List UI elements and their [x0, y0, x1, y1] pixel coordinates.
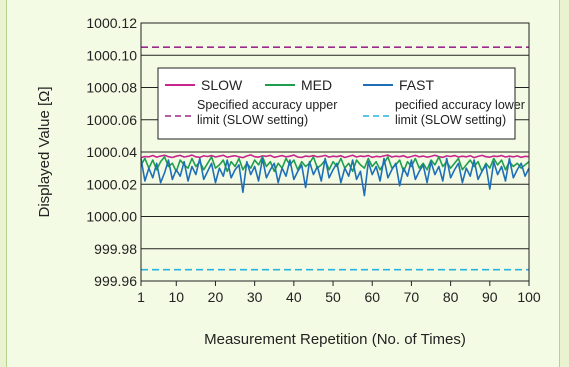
- x-tick-label: 40: [286, 289, 302, 305]
- y-tick-label: 1000.06: [86, 112, 137, 128]
- y-tick-label: 1000.02: [86, 176, 137, 192]
- legend-box: [157, 67, 516, 140]
- legend-label: Specified accuracy upper: [197, 98, 337, 112]
- series-lines: [140, 46, 530, 271]
- y-axis-label: Displayed Value [Ω]: [36, 86, 53, 217]
- legend-label: pecified accuracy lower: [395, 98, 525, 112]
- legend-label: SLOW: [201, 77, 243, 93]
- y-tick-label: 1000.10: [86, 47, 137, 63]
- x-tick-label: 50: [325, 289, 341, 305]
- legend-label: MED: [301, 77, 332, 93]
- chart-panel: 999.96 999.98 1000.00 1000.02 1000.04 1000.06…: [6, 0, 560, 367]
- x-tick-label: 20: [208, 289, 224, 305]
- x-axis-label: Measurement Repetition (No. of Times): [204, 331, 466, 348]
- x-tick-label: 10: [168, 289, 184, 305]
- legend-label: limit (SLOW setting): [197, 113, 308, 127]
- series-med: [140, 156, 530, 173]
- x-tick-label: 80: [443, 289, 459, 305]
- x-tick-label: 30: [247, 289, 263, 305]
- grid-lines: [141, 22, 529, 282]
- x-tick-label: 70: [404, 289, 420, 305]
- y-tick-label: 999.98: [94, 241, 137, 257]
- y-tick-label: 1000.12: [86, 15, 137, 31]
- x-tick-label: 60: [364, 289, 380, 305]
- plot-area-frame: [140, 22, 530, 282]
- x-tick-label: 1: [137, 289, 145, 305]
- y-tick-labels: 999.96 999.98 1000.00 1000.02 1000.04 1000.06…: [86, 15, 137, 289]
- y-tick-label: 1000.08: [86, 80, 137, 96]
- x-tick-labels: 1 10 20 30 40 50 60 70 80 90 100: [137, 281, 541, 305]
- series-slow: [140, 154, 530, 159]
- y-tick-label: 1000.04: [86, 144, 137, 160]
- legend-label: limit (SLOW setting): [395, 113, 506, 127]
- series-fast: [140, 157, 530, 197]
- legend-label: FAST: [399, 77, 434, 93]
- x-tick-label: 100: [517, 289, 541, 305]
- line-chart: 999.96 999.98 1000.00 1000.02 1000.04 1000.06…: [36, 15, 541, 348]
- x-tick-label: 90: [482, 289, 498, 305]
- y-tick-label: 1000.00: [86, 209, 137, 225]
- y-tick-label: 999.96: [94, 273, 137, 289]
